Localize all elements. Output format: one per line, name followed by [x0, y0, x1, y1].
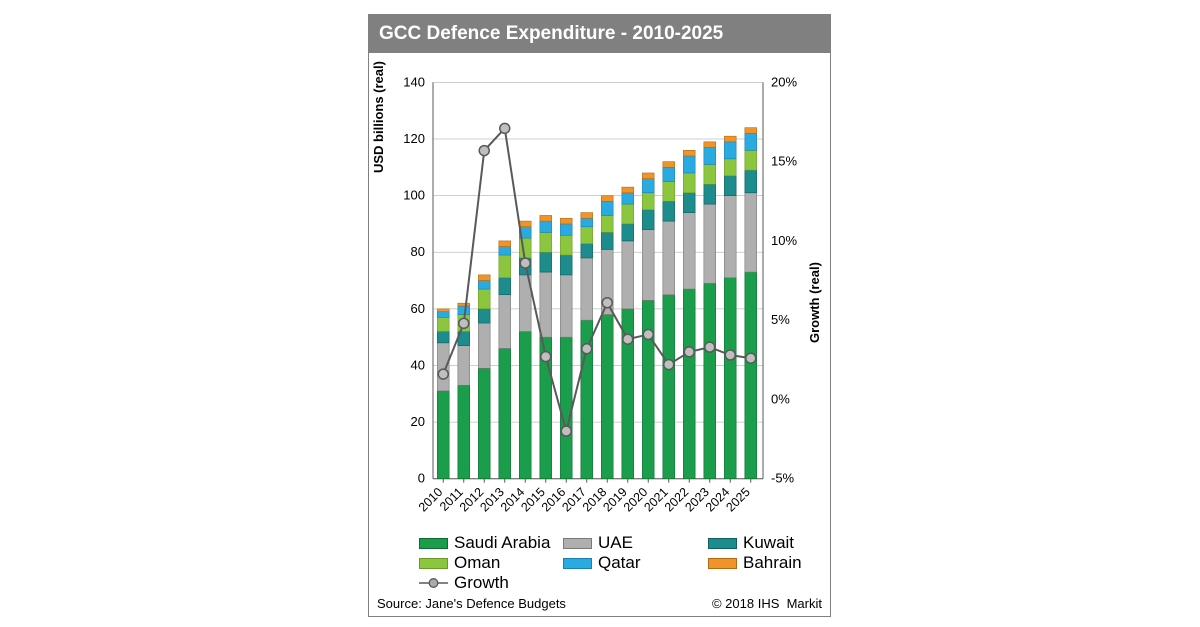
svg-text:100: 100	[403, 188, 425, 203]
svg-text:0: 0	[418, 471, 425, 486]
svg-text:140: 140	[403, 74, 425, 89]
svg-text:80: 80	[411, 244, 425, 259]
svg-text:20%: 20%	[771, 74, 797, 89]
svg-text:60: 60	[411, 301, 425, 316]
svg-text:10%: 10%	[771, 233, 797, 248]
svg-text:20: 20	[411, 414, 425, 429]
svg-text:15%: 15%	[771, 154, 797, 169]
svg-text:120: 120	[403, 131, 425, 146]
svg-text:-5%: -5%	[771, 471, 795, 486]
svg-text:5%: 5%	[771, 312, 790, 327]
svg-text:40: 40	[411, 357, 425, 372]
svg-text:0%: 0%	[771, 391, 790, 406]
svg-text:2025: 2025	[723, 485, 753, 515]
